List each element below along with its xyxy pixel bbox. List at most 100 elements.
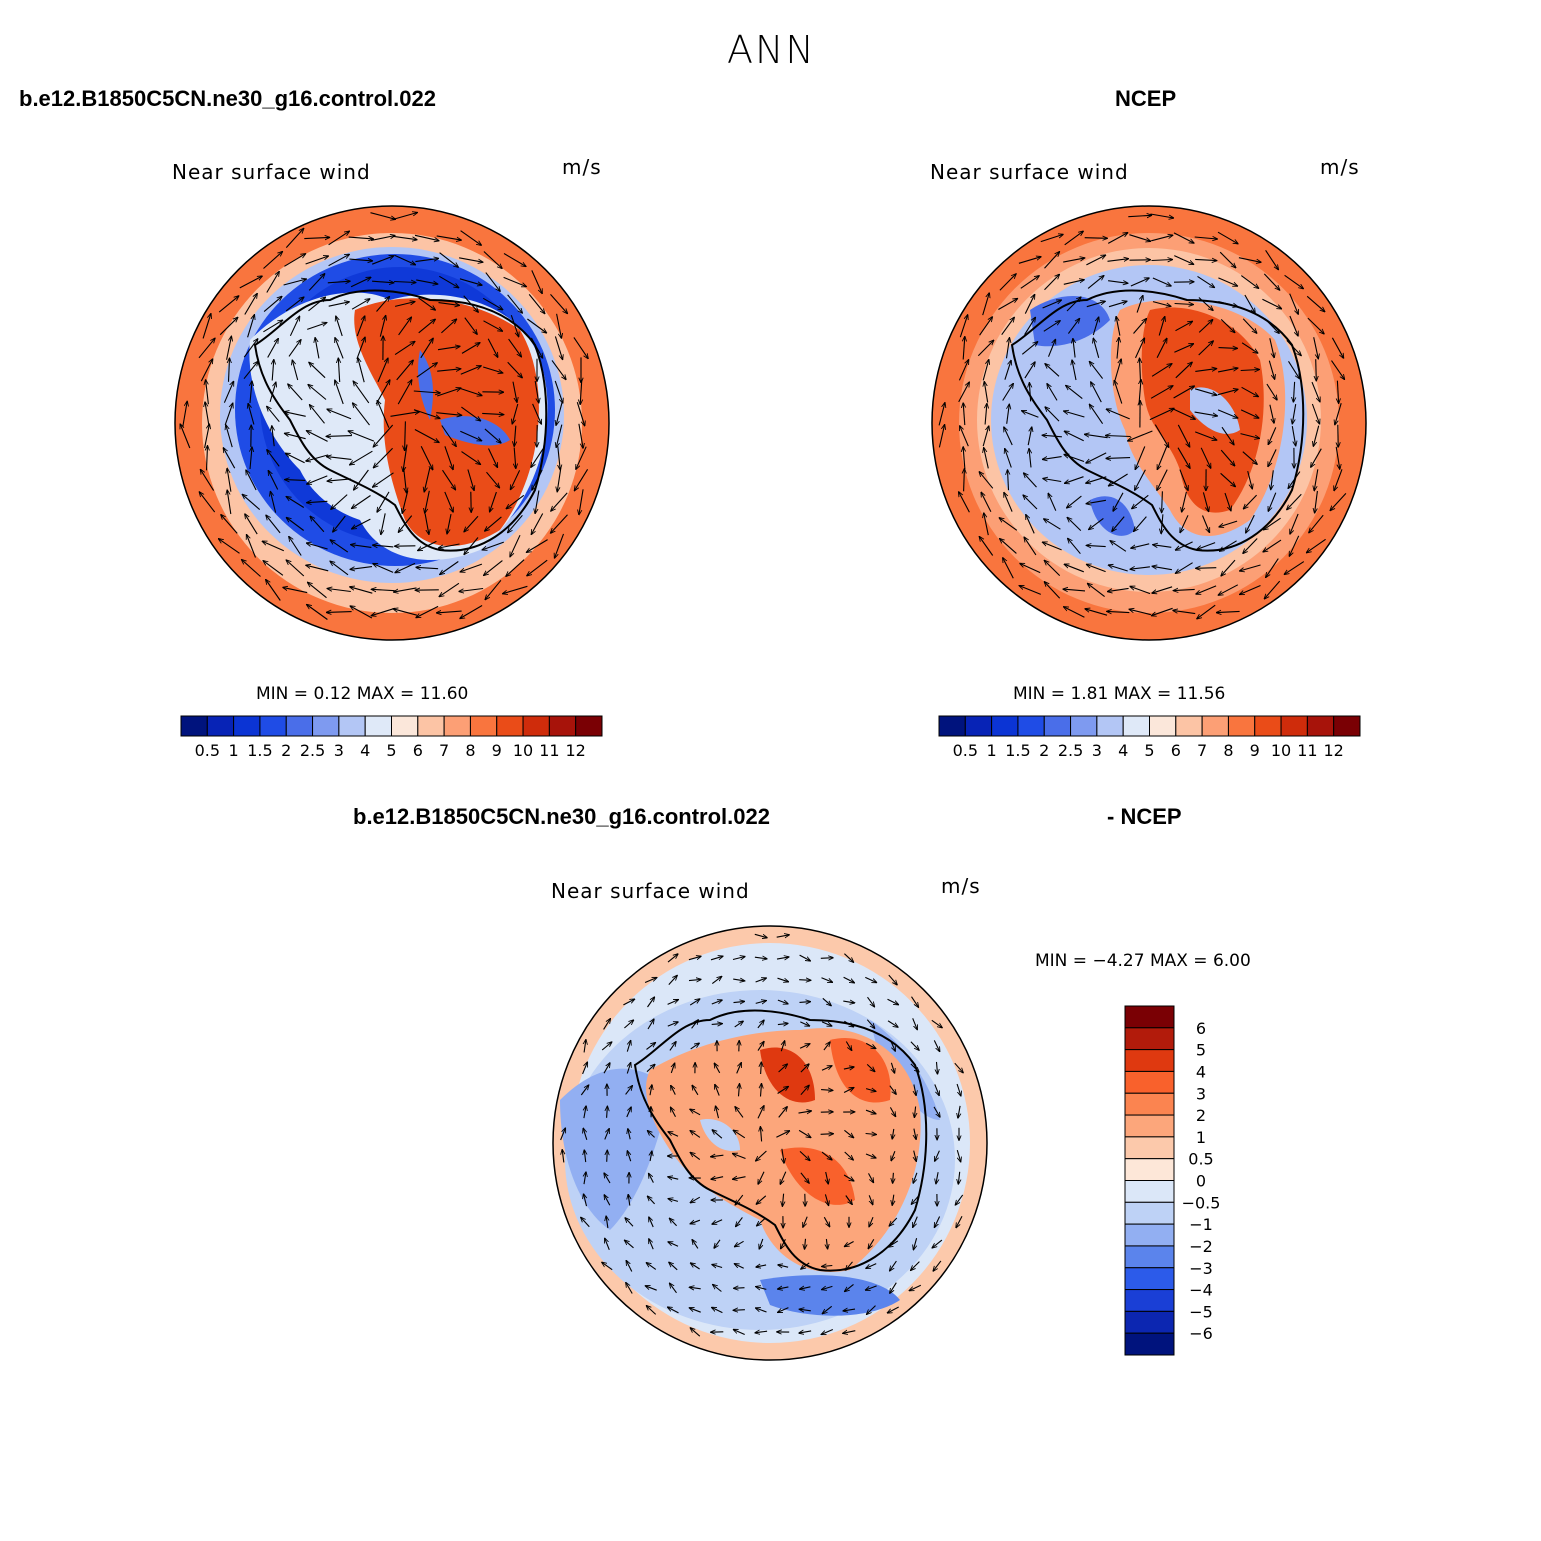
wind-vector (1129, 609, 1152, 616)
wind-vector (437, 369, 461, 371)
wind-vector (985, 404, 987, 425)
model-colorbar-swatch (417, 715, 445, 737)
wind-vector (1087, 276, 1104, 289)
wind-vector (1152, 566, 1172, 571)
wind-vector (315, 338, 320, 359)
diff-plot-title: Near surface wind (551, 879, 750, 903)
wind-vector (581, 1217, 590, 1228)
wind-vector (1086, 564, 1106, 573)
wind-vector (353, 403, 370, 426)
wind-vector (1216, 611, 1240, 612)
wind-vector (461, 406, 480, 421)
wind-vector (354, 469, 369, 490)
wind-vector (624, 1020, 633, 1029)
wind-vector (1086, 301, 1105, 308)
wind-vector (398, 515, 413, 533)
wind-vector (483, 320, 503, 331)
wind-vector (247, 315, 255, 338)
wind-vector (759, 1238, 764, 1249)
wind-vector (512, 403, 519, 424)
wind-vector (420, 445, 433, 470)
diff-colorbar-tick-label: −1 (1189, 1215, 1213, 1234)
wind-vector (1244, 294, 1255, 313)
wind-vector (1220, 472, 1236, 486)
wind-vector (250, 381, 252, 403)
wind-vector (865, 1153, 876, 1158)
wind-vector (934, 1084, 939, 1095)
wind-vector (1043, 479, 1062, 483)
wind-vector (913, 1172, 918, 1183)
wind-vector (712, 1265, 723, 1268)
wind-vector (582, 1062, 588, 1075)
wind-vector (377, 400, 390, 428)
diff-colorbar-tick-label: −2 (1189, 1237, 1213, 1256)
wind-vector (1266, 558, 1279, 578)
wind-vector (625, 1218, 634, 1227)
wind-vector (416, 605, 439, 617)
wind-vector (1290, 513, 1299, 534)
wind-vector (844, 1020, 853, 1027)
wind-vector (800, 1085, 809, 1096)
wind-vector (1265, 249, 1279, 269)
wind-vector (1316, 359, 1317, 381)
wind-vector (226, 336, 232, 360)
wind-vector (711, 1000, 722, 1005)
wind-vector (370, 212, 396, 220)
wind-vector (756, 1265, 767, 1267)
wind-vector (373, 472, 394, 487)
diff-colorbar-swatch (1124, 1180, 1175, 1203)
wind-vector (1005, 449, 1012, 468)
wind-vector (800, 1287, 811, 1289)
wind-vector (1067, 318, 1079, 334)
wind-vector (1240, 433, 1260, 439)
model-colorbar-tick-label: 2 (281, 741, 291, 760)
wind-vector (777, 999, 788, 1004)
model-wind-vectors (180, 213, 588, 620)
wind-vector (626, 1107, 631, 1118)
wind-vector (1151, 364, 1172, 377)
wind-vector (1134, 338, 1145, 359)
wind-vector (963, 403, 965, 426)
diff-units: m/s (941, 874, 981, 898)
wind-vector (218, 296, 239, 313)
diff-colorbar-tick-label: −0.5 (1182, 1193, 1221, 1212)
wind-vector (1266, 383, 1277, 400)
wind-vector (1000, 539, 1017, 554)
wind-vector (979, 317, 993, 336)
wind-vector (933, 1040, 939, 1051)
wind-vector (202, 314, 211, 339)
obs-colorbar-swatch (964, 715, 993, 737)
wind-vector (1020, 276, 1039, 289)
wind-vector (626, 1261, 633, 1272)
wind-vector (335, 338, 344, 359)
wind-vector (1268, 360, 1274, 380)
wind-vector (1172, 408, 1196, 420)
wind-vector (221, 515, 238, 534)
wind-vector (229, 358, 230, 382)
wind-vector (551, 492, 568, 511)
wind-vector (584, 1150, 585, 1163)
wind-vector (292, 360, 299, 381)
wind-vector (242, 494, 261, 511)
obs-colorbar-swatch (1096, 715, 1124, 737)
wind-vector (799, 1331, 812, 1333)
wind-vector (668, 975, 677, 985)
wind-vector (1044, 519, 1061, 530)
wind-vector (379, 315, 385, 337)
wind-vector (826, 1171, 829, 1184)
wind-vector (464, 317, 477, 335)
wind-vector (821, 1151, 832, 1160)
wind-vector (890, 1260, 897, 1271)
obs-colorbar-tick-label: 5 (1144, 741, 1154, 760)
wind-vector (584, 1106, 586, 1119)
wind-vector (243, 339, 258, 358)
wind-vector (227, 490, 232, 515)
wind-vector (1063, 280, 1084, 285)
diff-colorbar-swatch (1124, 1289, 1175, 1312)
wind-vector (1198, 297, 1213, 311)
wind-vector (1240, 370, 1260, 371)
wind-vector (308, 385, 327, 400)
wind-vector (1072, 360, 1077, 381)
wind-vector (348, 237, 374, 239)
